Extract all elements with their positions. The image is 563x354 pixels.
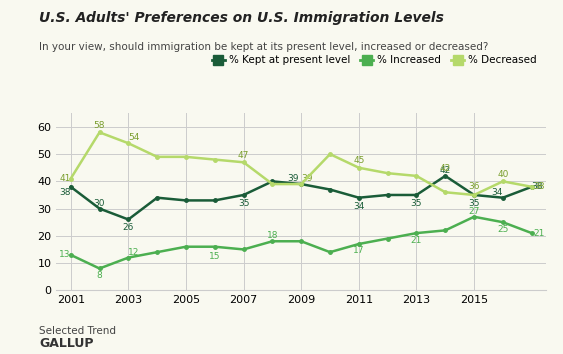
Text: 12: 12 — [128, 247, 140, 257]
Text: 38: 38 — [533, 182, 544, 191]
Text: 45: 45 — [353, 156, 364, 165]
Text: 21: 21 — [411, 235, 422, 245]
Text: 58: 58 — [94, 121, 105, 130]
Text: 34: 34 — [491, 188, 503, 196]
Text: 42: 42 — [440, 166, 451, 175]
Text: 13: 13 — [60, 250, 71, 259]
Legend: % Kept at present level, % Increased, % Decreased: % Kept at present level, % Increased, % … — [208, 51, 541, 70]
Text: 34: 34 — [353, 201, 364, 211]
Text: GALLUP: GALLUP — [39, 337, 94, 350]
Text: U.S. Adults' Preferences on U.S. Immigration Levels: U.S. Adults' Preferences on U.S. Immigra… — [39, 11, 444, 25]
Text: 30: 30 — [94, 199, 105, 207]
Text: 54: 54 — [128, 133, 140, 142]
Text: 39: 39 — [287, 174, 298, 183]
Text: 47: 47 — [238, 151, 249, 160]
Text: 15: 15 — [209, 252, 221, 261]
Text: 40: 40 — [497, 170, 508, 179]
Text: 17: 17 — [353, 246, 365, 256]
Text: 26: 26 — [123, 223, 134, 232]
Text: Selected Trend: Selected Trend — [39, 326, 117, 336]
Text: 41: 41 — [60, 174, 71, 183]
Text: 35: 35 — [468, 199, 480, 208]
Text: 38: 38 — [531, 182, 543, 191]
Text: In your view, should immigration be kept at its present level, increased or decr: In your view, should immigration be kept… — [39, 42, 489, 52]
Text: 18: 18 — [267, 231, 278, 240]
Text: 25: 25 — [497, 225, 508, 234]
Text: 21: 21 — [533, 229, 544, 238]
Text: 27: 27 — [468, 207, 480, 216]
Text: 35: 35 — [410, 199, 422, 208]
Text: 8: 8 — [97, 271, 102, 280]
Text: 35: 35 — [238, 199, 249, 208]
Text: 39: 39 — [301, 174, 312, 183]
Text: 36: 36 — [468, 182, 480, 191]
Text: 42: 42 — [440, 165, 451, 173]
Text: 38: 38 — [60, 188, 71, 197]
